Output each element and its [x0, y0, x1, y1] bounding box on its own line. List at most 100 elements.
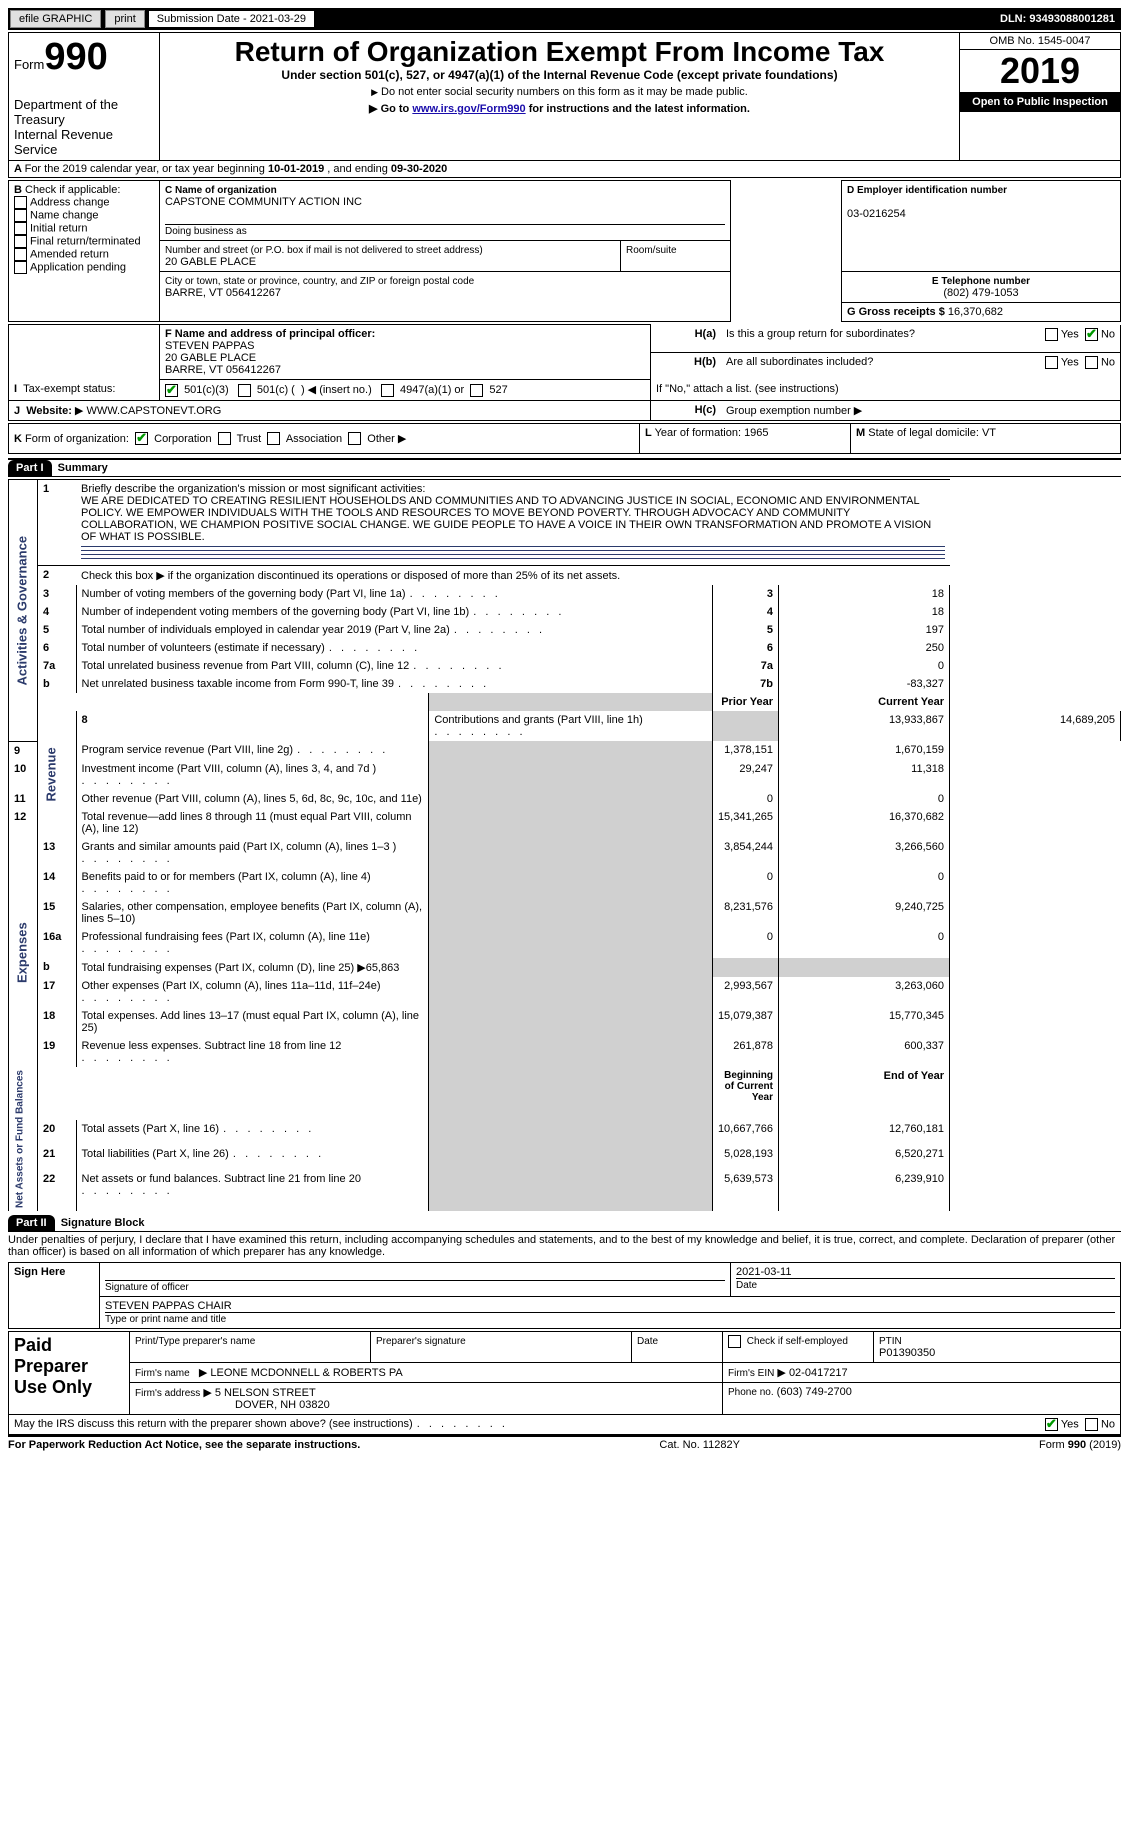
addr-label: Number and street (or P.O. box if mail i…	[165, 245, 483, 256]
part1-title: Summary	[58, 462, 108, 474]
gross-value: 16,370,682	[948, 306, 1003, 318]
paid-preparer-label: Paid Preparer Use Only	[9, 1331, 130, 1414]
ssn-note: Do not enter social security numbers on …	[371, 86, 748, 98]
hc-text: Group exemption number	[726, 405, 851, 417]
firm-phone: (603) 749-2700	[777, 1386, 852, 1398]
ag-vlabel: Activities & Governance	[9, 480, 38, 742]
ha-yes-checkbox[interactable]	[1045, 328, 1058, 341]
print-button[interactable]: print	[105, 10, 144, 28]
yof-label: Year of formation:	[655, 427, 741, 439]
prior-year-hdr: Prior Year	[712, 693, 778, 711]
yes-label2: Yes	[1061, 356, 1079, 368]
hb-label: H(b)	[651, 352, 722, 380]
hb-no-checkbox[interactable]	[1085, 356, 1098, 369]
website-value: WWW.CAPSTONEVT.ORG	[86, 405, 221, 417]
prep-date-label: Date	[637, 1336, 658, 1347]
501c-checkbox[interactable]	[238, 384, 251, 397]
ein-value: 03-0216254	[847, 208, 906, 220]
no-label: No	[1101, 328, 1115, 340]
date-line: Date	[736, 1278, 1115, 1291]
initial-return-label: Initial return	[30, 222, 87, 234]
page-footer: For Paperwork Reduction Act Notice, see …	[8, 1435, 1121, 1451]
app-pending-checkbox[interactable]	[14, 261, 27, 274]
gov-row: 5Total number of individuals employed in…	[9, 621, 1121, 639]
amended-label: Amended return	[30, 248, 109, 260]
discuss-yes-checkbox[interactable]	[1045, 1418, 1058, 1431]
pra-notice: For Paperwork Reduction Act Notice, see …	[8, 1439, 360, 1451]
name-change-label: Name change	[30, 209, 99, 221]
amended-checkbox[interactable]	[14, 248, 27, 261]
gov-row: bNet unrelated business taxable income f…	[9, 675, 1121, 693]
part2-title: Signature Block	[61, 1217, 145, 1229]
dba-label: Doing business as	[165, 226, 247, 237]
other-label: Other	[367, 433, 395, 445]
part2-header: Part II Signature Block	[8, 1215, 1121, 1232]
assoc-checkbox[interactable]	[267, 432, 280, 445]
gov-row: 4Number of independent voting members of…	[9, 603, 1121, 621]
form-header: Form990 Department of the Treasury Inter…	[8, 32, 1121, 161]
501c-pre: 501(c) (	[257, 384, 295, 396]
discuss-no-checkbox[interactable]	[1085, 1418, 1098, 1431]
self-emp-label: Check if self-employed	[747, 1336, 848, 1347]
q2-text: Check this box ▶ if the organization dis…	[81, 570, 620, 582]
ein-label: D Employer identification number	[847, 185, 1007, 196]
trust-checkbox[interactable]	[218, 432, 231, 445]
na-vlabel: Net Assets or Fund Balances	[9, 1067, 38, 1211]
hb-yes-checkbox[interactable]	[1045, 356, 1058, 369]
name-change-checkbox[interactable]	[14, 209, 27, 222]
tax-status-label: Tax-exempt status:	[23, 383, 115, 395]
dln-label: DLN: 93493088001281	[1000, 13, 1119, 25]
yof-value: 1965	[744, 427, 768, 439]
org-name: CAPSTONE COMMUNITY ACTION INC	[165, 196, 362, 208]
corp-label: Corporation	[154, 433, 211, 445]
assoc-label: Association	[286, 433, 342, 445]
end-year-hdr: End of Year	[779, 1067, 950, 1120]
addr-change-label: Address change	[30, 196, 110, 208]
ty-begin: 10-01-2019	[268, 163, 324, 175]
beg-year-hdr: Beginning of Current Year	[712, 1067, 778, 1120]
state-label: State of legal domicile:	[868, 427, 979, 439]
form990-link[interactable]: www.irs.gov/Form990	[412, 103, 525, 115]
initial-return-checkbox[interactable]	[14, 222, 27, 235]
form-title: Return of Organization Exempt From Incom…	[165, 36, 954, 68]
ha-no-checkbox[interactable]	[1085, 328, 1098, 341]
officer-name: STEVEN PAPPAS	[165, 340, 254, 352]
city-label: City or town, state or province, country…	[165, 276, 474, 287]
signature-block: Sign Here Signature of officer 2021-03-1…	[8, 1262, 1121, 1329]
perjury-decl: Under penalties of perjury, I declare th…	[8, 1232, 1121, 1260]
top-bar: efile GRAPHIC print Submission Date - 20…	[8, 8, 1121, 30]
goto-post: for instructions and the latest informat…	[526, 103, 750, 115]
4947-checkbox[interactable]	[381, 384, 394, 397]
corp-checkbox[interactable]	[135, 432, 148, 445]
501c3-checkbox[interactable]	[165, 384, 178, 397]
efile-label: efile GRAPHIC	[10, 10, 101, 28]
final-return-checkbox[interactable]	[14, 235, 27, 248]
b-label: Check if applicable:	[25, 184, 120, 196]
prep-name-label: Print/Type preparer's name	[135, 1336, 255, 1347]
part1-label: Part I	[8, 460, 52, 476]
self-emp-checkbox[interactable]	[728, 1335, 741, 1348]
officer-addr2: BARRE, VT 056412267	[165, 364, 281, 376]
firm-addr2: DOVER, NH 03820	[235, 1399, 330, 1411]
goto-pre: Go to	[381, 103, 413, 115]
trust-label: Trust	[237, 433, 262, 445]
part2-label: Part II	[8, 1215, 55, 1231]
firm-name: LEONE MCDONNELL & ROBERTS PA	[210, 1367, 402, 1379]
curr-year-hdr: Current Year	[779, 693, 950, 711]
ha-label: H(a)	[651, 325, 722, 353]
submission-date: Submission Date - 2021-03-29	[149, 11, 314, 27]
gov-row: 7aTotal unrelated business revenue from …	[9, 657, 1121, 675]
room-label: Room/suite	[626, 245, 677, 256]
rev-vlabel: Revenue	[38, 711, 77, 838]
officer-label: F Name and address of principal officer:	[165, 328, 375, 340]
other-checkbox[interactable]	[348, 432, 361, 445]
addr-change-checkbox[interactable]	[14, 196, 27, 209]
exp-vlabel: Expenses	[9, 838, 38, 1067]
527-checkbox[interactable]	[470, 384, 483, 397]
dept-treasury: Department of the Treasury	[14, 97, 154, 127]
app-pending-label: Application pending	[30, 261, 126, 273]
firm-ein: 02-0417217	[789, 1367, 848, 1379]
street-addr: 20 GABLE PLACE	[165, 256, 256, 268]
discuss-row: May the IRS discuss this return with the…	[8, 1415, 1121, 1435]
ptin-value: P01390350	[879, 1347, 935, 1359]
